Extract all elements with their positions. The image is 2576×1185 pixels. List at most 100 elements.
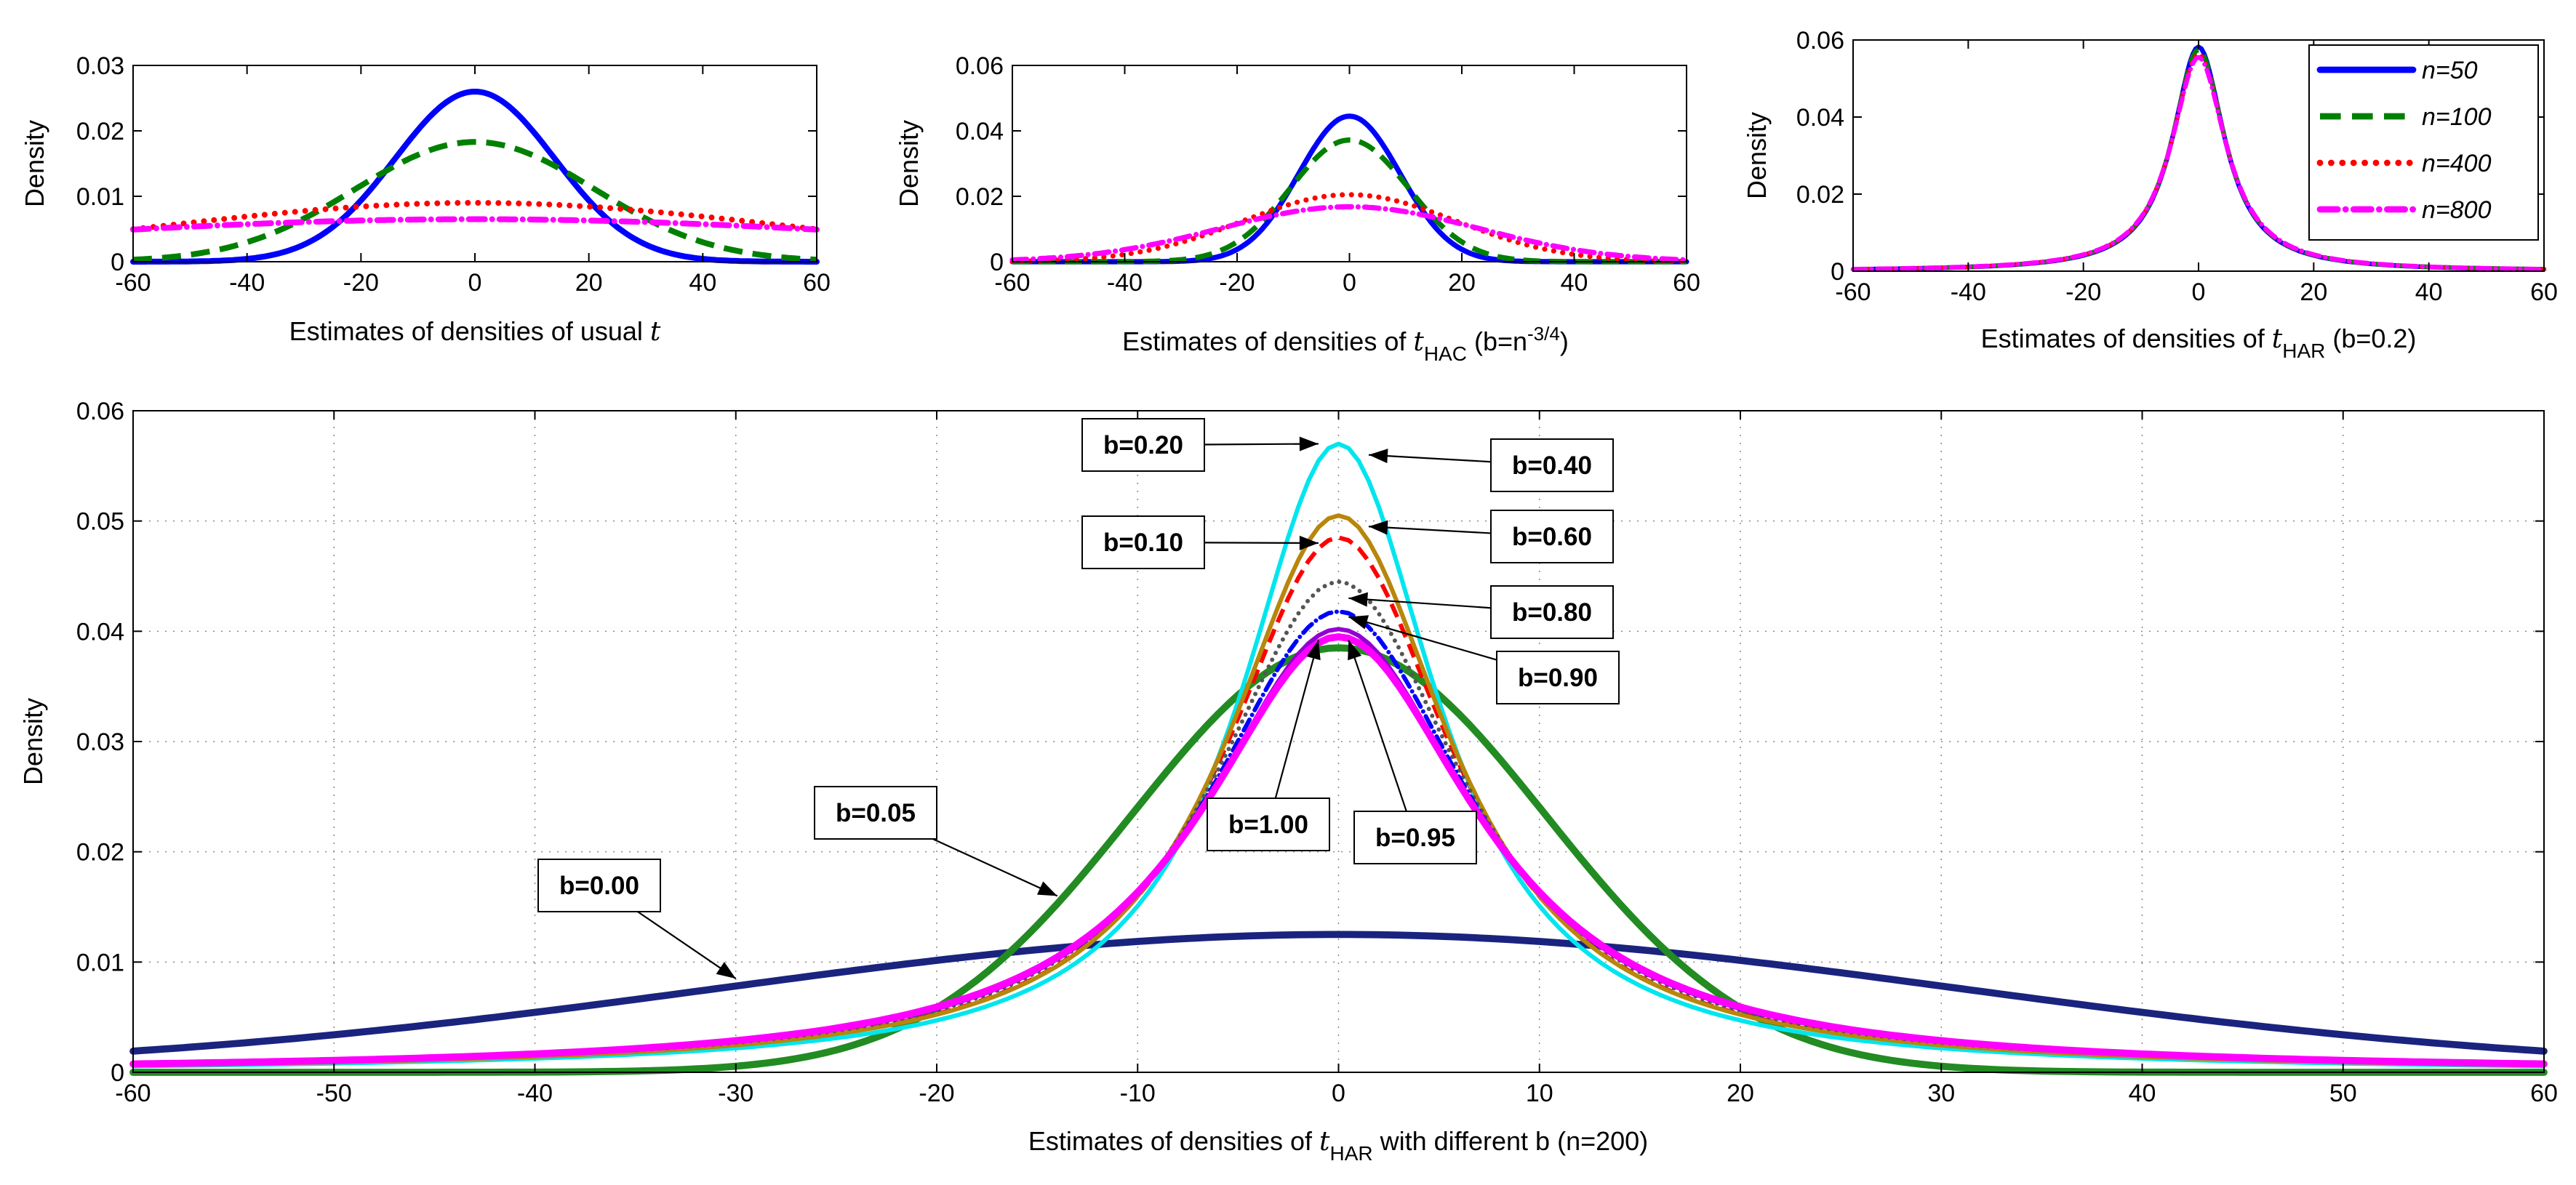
x-tick-label: 40: [2129, 1080, 2156, 1107]
x-tick-label: 0: [468, 269, 482, 297]
series-line-b-1-00: [129, 633, 2548, 1068]
annotation-box: [1207, 798, 1330, 851]
annotation-arrowhead: [1348, 592, 1368, 607]
annotation-label: b=0.40: [1512, 451, 1592, 480]
tm-axes-box: [1012, 65, 1687, 262]
annotation-label: b=0.10: [1103, 529, 1183, 557]
tr-xlabel: Estimates of densities of tHAR (b=0.2): [1981, 324, 2417, 362]
x-tick-label: 20: [575, 269, 603, 297]
tl-axes-box: [132, 65, 817, 262]
annotation-box: [1353, 811, 1477, 864]
annotation-label: b=1.00: [1228, 811, 1308, 839]
series-line-b-0-90: [131, 609, 2546, 1066]
b-ylabel: Density: [18, 698, 48, 785]
x-tick-label: 50: [2329, 1080, 2357, 1107]
annotation-label: b=0.05: [836, 799, 916, 827]
tm-ticks-group: -60 -40 -20 0 20 40 60 0 0.02 0.04 0.06: [956, 52, 1700, 297]
x-tick-label: -10: [1120, 1080, 1156, 1107]
x-tick-label: 10: [1526, 1080, 1553, 1107]
annotation-arrowhead: [1299, 436, 1319, 451]
y-tick-label: 0.04: [1796, 104, 1844, 132]
annotation-arrow: [1368, 454, 1492, 463]
x-tick-label: -60: [1835, 278, 1871, 306]
x-tick-label: -40: [517, 1080, 553, 1107]
x-tick-label: 0: [1332, 1080, 1345, 1107]
annotation-box: [1081, 515, 1205, 569]
y-tick-label: 0.01: [76, 949, 124, 976]
x-tick-label: -40: [1107, 269, 1143, 297]
tm-series-group: [1009, 113, 1689, 265]
x-tick-label: -60: [115, 269, 151, 297]
panel-bottom: -60 -50 -40 -30 -20 -10 0 10 20 30 40 50 60 0 0.01 0.02…: [18, 398, 2558, 1165]
tl-ticks-group: -60 -40 -20 0 20 40 60 0 0.01 0.02 0.03: [76, 52, 831, 297]
x-tick-label: -20: [2065, 278, 2101, 306]
x-tick-label: -20: [1219, 269, 1255, 297]
annotation-arrow: [1348, 597, 1492, 609]
series-line-b-0-80: [131, 579, 2546, 1067]
panel-top-left: -60 -40 -20 0 20 40 60 0 0.01 0.02 0.03 Density Es…: [20, 52, 831, 347]
x-tick-label: -60: [115, 1080, 151, 1107]
series-line-n-100: [1012, 137, 1687, 265]
x-tick-label: -30: [718, 1080, 753, 1107]
annotation-arrowhead: [1348, 615, 1369, 630]
annotation-arrow: [1204, 542, 1319, 545]
annotation-arrowhead: [716, 962, 736, 979]
x-tick-label: 60: [2530, 278, 2558, 306]
series-line-b-0-00: [129, 931, 2548, 1055]
annotation-label: b=0.80: [1512, 598, 1592, 627]
x-tick-label: 40: [2415, 278, 2443, 306]
x-tick-label: -60: [994, 269, 1030, 297]
b-grid-group: [133, 411, 2544, 1072]
x-tick-label: 0: [1343, 269, 1356, 297]
x-tick-label: 60: [2530, 1080, 2558, 1107]
tr-ylabel: Density: [1742, 112, 1772, 199]
series-line-n-50: [130, 89, 820, 265]
annotation-arrow: [1348, 640, 1407, 812]
x-tick-label: 20: [2300, 278, 2327, 306]
x-tick-label: 60: [1673, 269, 1700, 297]
legend-label: n=100: [2422, 103, 2492, 131]
y-tick-label: 0.06: [956, 52, 1004, 80]
x-tick-label: 60: [803, 269, 831, 297]
panel-top-middle: -60 -40 -20 0 20 40 60 0 0.02 0.04 0.06 Density Es…: [894, 52, 1700, 365]
annotation-label: b=0.90: [1518, 664, 1598, 692]
y-tick-label: 0.04: [76, 618, 124, 646]
annotation-arrowhead: [1299, 535, 1319, 550]
y-tick-label: 0.04: [956, 118, 1004, 145]
annotation-label: b=0.60: [1512, 523, 1592, 551]
annotation-arrowhead: [1368, 449, 1388, 464]
x-tick-label: 20: [1727, 1080, 1754, 1107]
annotation-arrow: [1348, 616, 1497, 661]
tl-series-group: [130, 89, 820, 265]
annotation-arrowhead: [1036, 881, 1057, 896]
annotation-box: [814, 786, 937, 840]
annotation-box: [1490, 438, 1614, 492]
tm-xlabel: Estimates of densities of tHAC (b=n-3/4): [1122, 323, 1569, 365]
annotation-label: b=0.20: [1103, 431, 1183, 459]
x-tick-label: 30: [1927, 1080, 1955, 1107]
series-line-n-100: [132, 139, 817, 263]
series-line-b-0-10: [132, 535, 2545, 1068]
annotation-box: [1490, 585, 1614, 639]
y-tick-label: 0.06: [76, 398, 124, 425]
tr-ticks-group: -60 -40 -20 0 20 40 60 0 0.02 0.04 0.06: [1796, 27, 2558, 306]
x-tick-label: 0: [2192, 278, 2206, 306]
y-tick-label: 0.01: [76, 183, 124, 211]
annotation-arrow: [1274, 640, 1319, 799]
annotation-box: [537, 859, 661, 912]
series-line-b-0-05: [129, 644, 2548, 1076]
x-tick-label: -20: [343, 269, 379, 297]
annotation-box: [1496, 651, 1620, 704]
annotation-label: b=0.00: [559, 872, 639, 900]
y-tick-label: 0: [111, 1059, 124, 1087]
annotation-arrowhead: [1368, 520, 1388, 535]
y-tick-label: 0.02: [956, 183, 1004, 211]
x-tick-label: -50: [316, 1080, 352, 1107]
x-tick-label: 40: [689, 269, 716, 297]
legend-label: n=800: [2422, 196, 2492, 224]
tr-legend: n=50 n=100 n=400 n=800: [2308, 44, 2539, 241]
y-tick-label: 0.02: [1796, 181, 1844, 209]
y-tick-label: 0.03: [76, 52, 124, 80]
y-tick-label: 0: [1831, 258, 1844, 286]
